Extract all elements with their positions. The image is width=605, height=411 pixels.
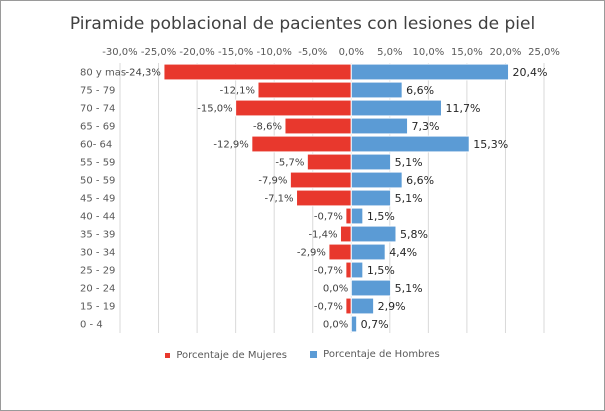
bar-mujeres [235,99,352,117]
data-label-mujeres: 0,0% [323,284,348,295]
data-label-mujeres: -7,1% [265,194,294,205]
bar-mujeres [345,297,352,315]
y-category-label: 50 - 59 [80,176,115,187]
bar-mujeres [345,207,352,225]
data-label-mujeres: -12,1% [220,86,255,97]
bar-mujeres [339,225,352,243]
data-label-hombres: 6,6% [406,84,434,97]
data-label-mujeres: -12,9% [213,140,248,151]
x-tick-label: -30,0% [102,47,137,58]
data-label-mujeres: -0,7% [314,302,343,313]
x-tick-label: -5,0% [298,47,327,58]
data-label-mujeres: 0,0% [323,320,348,331]
bar-mujeres [257,81,352,99]
bar-hombres [350,243,386,261]
y-category-label: 40 - 44 [80,212,115,223]
bar-mujeres [306,153,352,171]
x-tick-label: 20,0% [490,47,522,58]
data-label-hombres: 6,6% [406,174,434,187]
y-category-label: 55 - 59 [80,158,115,169]
bar-mujeres [328,243,352,261]
x-tick-label: -25,0% [141,47,176,58]
bar-hombres [350,81,403,99]
x-tick-label: 5,0% [377,47,402,58]
bar-hombres [350,117,409,135]
y-category-label: 60- 64 [80,140,112,151]
data-label-mujeres: -5,7% [275,158,304,169]
y-category-label: 20 - 24 [80,284,115,295]
data-label-hombres: 15,3% [473,138,508,151]
bar-mujeres [163,63,352,81]
data-label-mujeres: -7,9% [258,176,287,187]
bar-hombres [350,315,358,333]
data-label-mujeres: -0,7% [314,266,343,277]
y-category-label: 35 - 39 [80,230,115,241]
data-label-mujeres: -8,6% [253,122,282,133]
data-label-mujeres: -24,3% [126,68,161,79]
chart-title: Piramide poblacional de pacientes con le… [69,14,536,34]
data-label-hombres: 11,7% [445,102,480,115]
x-tick-label: 15,0% [451,47,483,58]
y-category-label: 65 - 69 [80,122,115,133]
bar-hombres [350,279,392,297]
data-label-hombres: 20,4% [513,66,548,79]
legend-label-hombres: Porcentaje de Hombres [323,349,440,360]
bar-mujeres [296,189,352,207]
y-category-label: 30 - 34 [80,248,115,259]
bar-hombres [350,99,442,117]
data-label-hombres: 1,5% [367,210,395,223]
bar-hombres [350,261,364,279]
bar-hombres [350,171,403,189]
data-label-mujeres: -0,7% [314,212,343,223]
legend-swatch-hombres [310,351,318,358]
legend-item-hombres: Porcentaje de Hombres [310,349,440,360]
y-category-label: 70 - 74 [80,104,115,115]
data-label-hombres: 4,4% [389,246,417,259]
bar-mujeres [284,117,352,135]
y-category-label: 15 - 19 [80,302,115,313]
data-label-hombres: 5,1% [395,156,423,169]
bar-mujeres [345,261,352,279]
data-label-hombres: 7,3% [412,120,440,133]
data-label-mujeres: -1,4% [308,230,337,241]
legend-label-mujeres: Porcentaje de Mujeres [176,350,287,361]
y-category-label: 80 y mas [80,68,126,79]
y-category-label: 45 - 49 [80,194,115,205]
bar-hombres [350,135,470,153]
y-category-label: 0 - 4 [80,320,103,331]
x-tick-label: -20,0% [179,47,214,58]
data-label-hombres: 5,1% [395,282,423,295]
bar-hombres [350,63,510,81]
chart-legend: Porcentaje de Mujeres Porcentaje de Homb… [0,349,605,361]
bar-mujeres [289,171,352,189]
bar-hombres [350,207,364,225]
x-tick-label: -10,0% [256,47,291,58]
legend-item-mujeres: Porcentaje de Mujeres [165,350,287,361]
data-label-hombres: 5,1% [395,192,423,205]
data-label-mujeres: -2,9% [297,248,326,259]
data-label-hombres: 0,7% [361,318,389,331]
data-label-hombres: 1,5% [367,264,395,277]
x-tick-label: -15,0% [218,47,253,58]
y-category-label: 75 - 79 [80,86,115,97]
x-tick-label: 25,0% [528,47,560,58]
bar-hombres [350,153,392,171]
data-label-hombres: 2,9% [378,300,406,313]
data-label-hombres: 5,8% [400,228,428,241]
bar-hombres [350,189,392,207]
bar-hombres [350,297,375,315]
bar-mujeres [251,135,352,153]
y-category-label: 25 - 29 [80,266,115,277]
data-label-mujeres: -15,0% [197,104,232,115]
x-tick-label: 0,0% [339,47,364,58]
legend-swatch-mujeres [165,353,171,358]
bar-hombres [350,225,397,243]
x-tick-label: 10,0% [412,47,444,58]
